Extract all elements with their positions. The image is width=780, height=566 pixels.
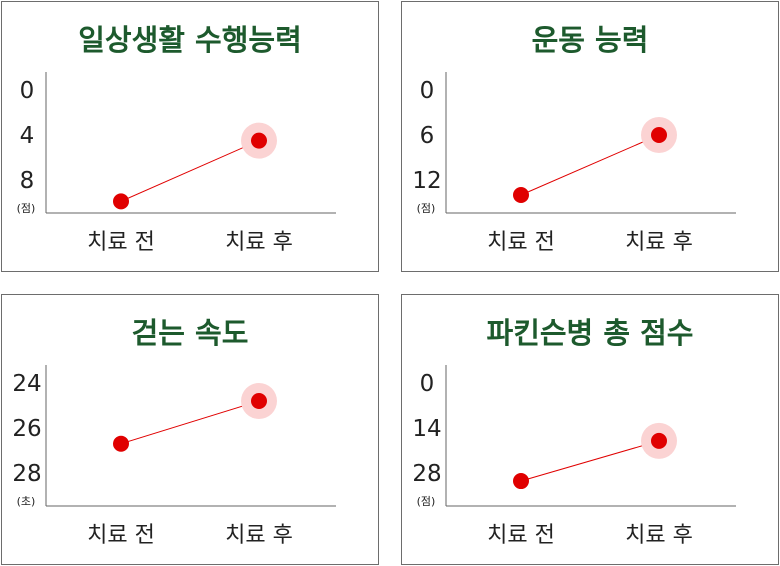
chart-svg: 일상생활 수행능력 0 4 8 (점) 치료 전 치료 후 — [17, 23, 336, 255]
y-unit-label: (초) — [17, 495, 36, 508]
data-point — [513, 187, 529, 203]
x-category-label: 치료 후 — [625, 230, 693, 255]
y-tick-label: 12 — [412, 168, 441, 194]
x-category-label: 치료 후 — [225, 230, 293, 255]
data-point — [651, 127, 667, 143]
x-category-label: 치료 후 — [625, 523, 693, 548]
data-point — [251, 393, 267, 409]
chart-panel-walking-speed: 걷는 속도 24 26 28 (초) 치료 전 치료 후 — [1, 294, 379, 565]
chart-title: 걷는 속도 — [132, 316, 249, 350]
y-tick-label: 26 — [12, 416, 41, 442]
y-tick-label: 28 — [12, 461, 41, 487]
y-tick-label: 4 — [20, 123, 35, 149]
data-point — [651, 432, 667, 449]
chart-svg: 걷는 속도 24 26 28 (초) 치료 전 치료 후 — [12, 316, 336, 548]
x-category-label: 치료 전 — [487, 230, 555, 255]
series-line — [520, 134, 660, 196]
chart-svg: 운동 능력 0 6 12 (점) 치료 전 치료 후 — [412, 23, 736, 255]
chart-title: 운동 능력 — [532, 23, 649, 57]
y-tick-label: 0 — [420, 371, 435, 397]
chart-svg: 파킨슨병 총 점수 0 14 28 (점) 치료 전 치료 후 — [412, 316, 736, 548]
data-point — [113, 193, 129, 210]
chart-panel-motor-ability: 운동 능력 0 6 12 (점) 치료 전 치료 후 — [401, 1, 779, 272]
chart-title: 일상생활 수행능력 — [78, 23, 302, 57]
y-tick-label: 28 — [412, 461, 441, 487]
series-line — [520, 440, 660, 482]
y-tick-label: 0 — [420, 78, 435, 104]
y-unit-label: (점) — [17, 202, 36, 215]
series-line — [120, 140, 260, 202]
x-category-label: 치료 전 — [487, 523, 555, 548]
data-point — [113, 435, 129, 452]
y-tick-label: 8 — [20, 168, 35, 194]
chart-title: 파킨슨병 총 점수 — [487, 316, 694, 350]
x-category-label: 치료 후 — [225, 523, 293, 548]
chart-panel-parkinson-total: 파킨슨병 총 점수 0 14 28 (점) 치료 전 치료 후 — [401, 294, 779, 565]
y-tick-label: 14 — [412, 416, 441, 442]
x-category-label: 치료 전 — [87, 523, 155, 548]
y-tick-label: 0 — [20, 78, 35, 104]
chart-panel-daily-living: 일상생활 수행능력 0 4 8 (점) 치료 전 치료 후 — [1, 1, 379, 272]
y-unit-label: (점) — [417, 495, 436, 508]
data-point — [251, 132, 267, 149]
y-tick-label: 6 — [420, 123, 435, 149]
series-line — [120, 400, 260, 445]
data-point — [513, 473, 529, 490]
y-tick-label: 24 — [12, 371, 41, 397]
y-unit-label: (점) — [417, 202, 436, 215]
x-category-label: 치료 전 — [87, 230, 155, 255]
